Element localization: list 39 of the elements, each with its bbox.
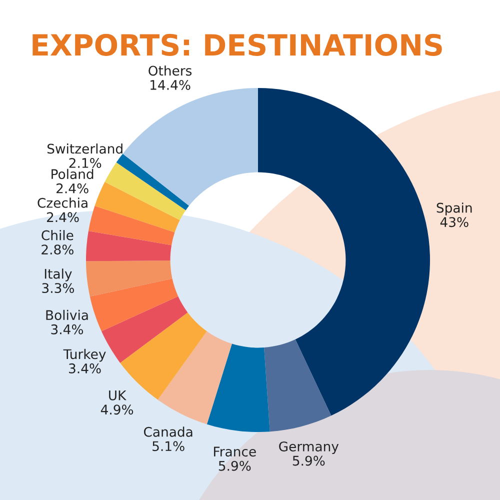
data-label: 2.4%: [56, 183, 88, 194]
slice-label: UK: [109, 390, 126, 400]
donut-slice: [94, 182, 180, 232]
slice-label: Bolivia: [46, 310, 88, 320]
donut-slice: [206, 344, 270, 432]
donut-slice: [86, 260, 172, 296]
data-label: 5.1%: [152, 441, 184, 452]
data-label: 14.4%: [150, 80, 190, 90]
data-label: 5.9%: [218, 460, 251, 471]
slice-label: Germany: [279, 441, 339, 454]
slice-label: Czechia: [38, 198, 88, 208]
data-label: 2.4%: [46, 212, 79, 222]
donut-slice: [88, 206, 175, 246]
donut-slice: [158, 331, 232, 424]
data-label: 2.8%: [42, 244, 74, 255]
donut-slice: [122, 88, 258, 206]
slice-label: Others: [148, 65, 192, 76]
chart-title: EXPORTS: DESTINATIONS: [32, 34, 442, 56]
slice-label: Spain: [436, 202, 472, 216]
donut-slice: [258, 88, 430, 416]
slice-label: France: [214, 446, 256, 457]
donut-slice: [86, 230, 172, 262]
donut-slice: [90, 278, 178, 332]
slice-label: Italy: [44, 268, 72, 282]
donut-slice: [264, 339, 332, 432]
slice-label: Canada: [144, 426, 192, 437]
data-label: 3.3%: [42, 283, 74, 294]
data-label: 43%: [440, 217, 468, 228]
data-label: 5.9%: [292, 456, 325, 466]
data-label: 3.4%: [51, 324, 84, 334]
slice-label: Turkey: [63, 348, 106, 362]
data-label: 4.9%: [100, 404, 134, 415]
data-label: 2.1%: [69, 158, 102, 168]
slice-label: Switzerland: [47, 143, 122, 154]
donut-slice: [104, 162, 186, 220]
slice-label: Chile: [42, 230, 74, 240]
data-label: 3.4%: [69, 363, 101, 374]
donut-slice: [116, 154, 190, 210]
slice-label: Poland: [52, 168, 94, 180]
